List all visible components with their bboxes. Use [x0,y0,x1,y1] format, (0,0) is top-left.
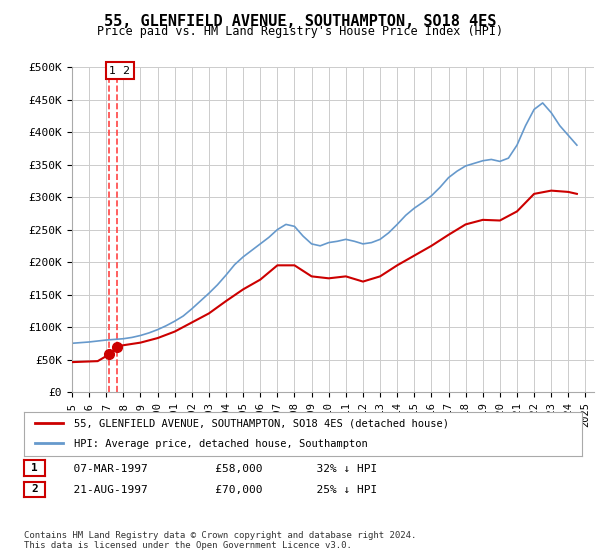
Text: 07-MAR-1997          £58,000        32% ↓ HPI: 07-MAR-1997 £58,000 32% ↓ HPI [60,464,377,474]
Text: 55, GLENFIELD AVENUE, SOUTHAMPTON, SO18 4ES (detached house): 55, GLENFIELD AVENUE, SOUTHAMPTON, SO18 … [74,419,449,429]
Text: 1: 1 [31,463,38,473]
Text: Contains HM Land Registry data © Crown copyright and database right 2024.
This d: Contains HM Land Registry data © Crown c… [24,530,416,550]
Text: 1  2: 1 2 [109,66,130,76]
Text: Price paid vs. HM Land Registry's House Price Index (HPI): Price paid vs. HM Land Registry's House … [97,25,503,38]
Text: 21-AUG-1997          £70,000        25% ↓ HPI: 21-AUG-1997 £70,000 25% ↓ HPI [60,485,377,495]
Text: HPI: Average price, detached house, Southampton: HPI: Average price, detached house, Sout… [74,439,368,449]
Text: 55, GLENFIELD AVENUE, SOUTHAMPTON, SO18 4ES: 55, GLENFIELD AVENUE, SOUTHAMPTON, SO18 … [104,14,496,29]
Text: 2: 2 [31,484,38,494]
